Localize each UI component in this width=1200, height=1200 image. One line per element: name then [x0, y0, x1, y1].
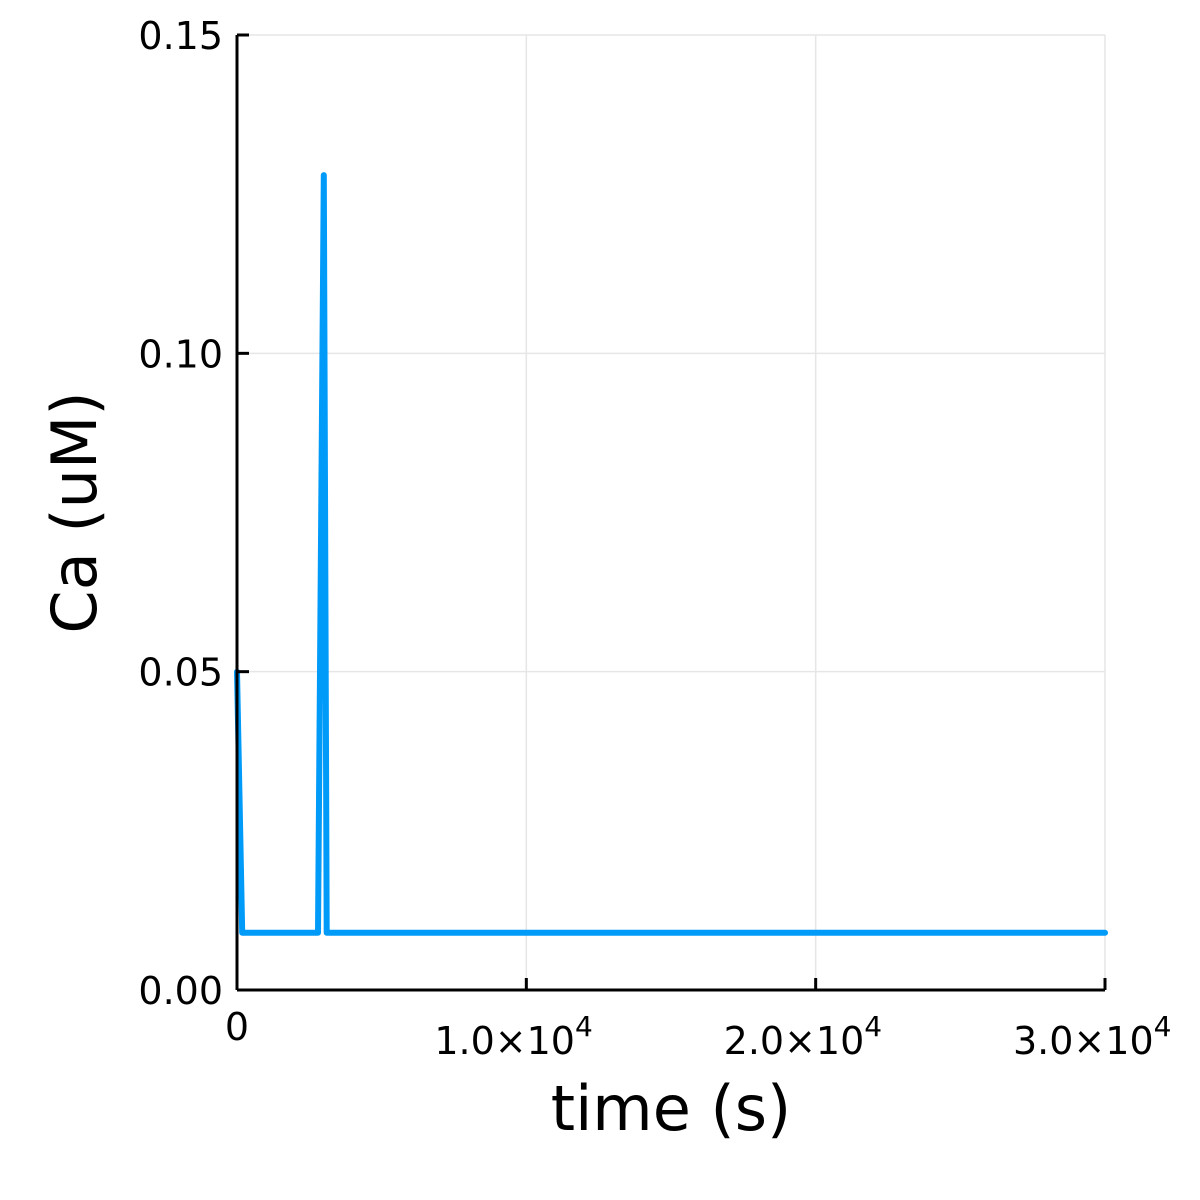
- x-tick-label: 1.0×104: [434, 1010, 592, 1063]
- x-axis-title: time (s): [551, 1072, 791, 1145]
- x-tick-label: 2.0×104: [724, 1010, 882, 1063]
- grid: [236, 34, 1106, 991]
- x-tick-label: 0: [225, 1005, 249, 1049]
- y-tick-label: 0.15: [138, 14, 223, 58]
- y-tick-label: 0.05: [138, 651, 223, 695]
- y-tick-label: 0.00: [138, 969, 223, 1013]
- series-line: [234, 172, 1108, 936]
- axes: [235, 35, 1105, 992]
- x-tick-label: 3.0×104: [1013, 1010, 1171, 1063]
- y-axis-title: Ca (uM): [38, 391, 111, 633]
- y-tick-label: 0.10: [138, 332, 223, 376]
- ticks: 0 1.0×104 2.0×104 3.0×104 0.00 0.05 0.10 0.15: [138, 14, 1171, 1063]
- series-group: [234, 172, 1108, 936]
